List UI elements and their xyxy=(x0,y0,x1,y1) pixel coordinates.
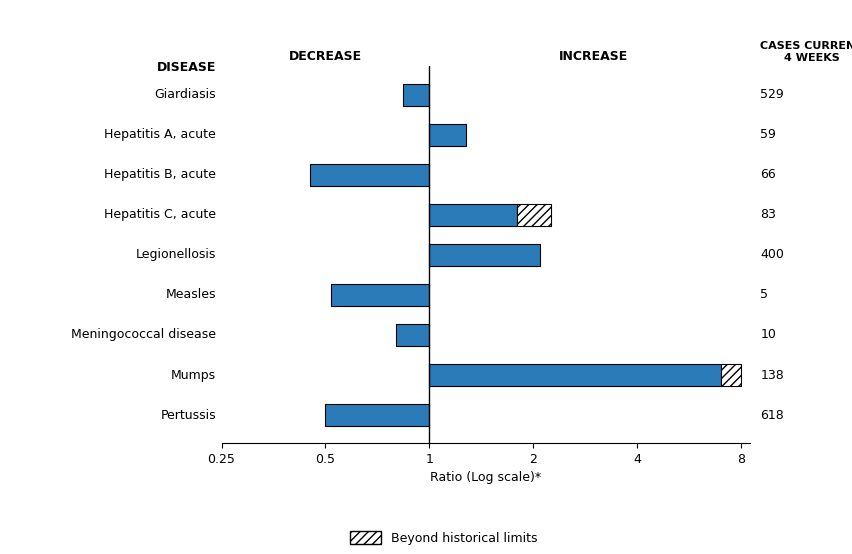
Bar xyxy=(429,364,721,386)
Bar xyxy=(325,404,429,426)
Text: DECREASE: DECREASE xyxy=(289,50,362,63)
Text: Mumps: Mumps xyxy=(171,368,216,382)
Bar xyxy=(429,244,540,266)
Text: Hepatitis C, acute: Hepatitis C, acute xyxy=(104,208,216,221)
Text: 59: 59 xyxy=(760,128,776,141)
Legend: Beyond historical limits: Beyond historical limits xyxy=(344,526,542,550)
Text: 529: 529 xyxy=(760,88,784,101)
Text: 400: 400 xyxy=(760,248,784,261)
Bar xyxy=(309,163,429,186)
Bar xyxy=(396,324,429,346)
Text: 5: 5 xyxy=(760,289,769,301)
Text: CASES CURRENT
4 WEEKS: CASES CURRENT 4 WEEKS xyxy=(760,41,852,63)
Text: 10: 10 xyxy=(760,329,776,341)
Bar xyxy=(331,284,429,306)
Bar xyxy=(429,124,466,146)
Text: INCREASE: INCREASE xyxy=(559,50,629,63)
Text: Hepatitis B, acute: Hepatitis B, acute xyxy=(104,168,216,181)
Text: Hepatitis A, acute: Hepatitis A, acute xyxy=(105,128,216,141)
Bar xyxy=(429,204,517,226)
Text: Pertussis: Pertussis xyxy=(161,409,216,422)
Bar xyxy=(403,84,429,106)
Text: DISEASE: DISEASE xyxy=(157,61,216,74)
Text: Legionellosis: Legionellosis xyxy=(135,248,216,261)
X-axis label: Ratio (Log scale)*: Ratio (Log scale)* xyxy=(430,471,541,485)
Text: 618: 618 xyxy=(760,409,784,422)
Bar xyxy=(721,364,740,386)
Text: 66: 66 xyxy=(760,168,776,181)
Text: Giardiasis: Giardiasis xyxy=(154,88,216,101)
Text: Meningococcal disease: Meningococcal disease xyxy=(72,329,216,341)
Text: 138: 138 xyxy=(760,368,784,382)
Bar xyxy=(517,204,550,226)
Text: Measles: Measles xyxy=(166,289,216,301)
Text: 83: 83 xyxy=(760,208,776,221)
